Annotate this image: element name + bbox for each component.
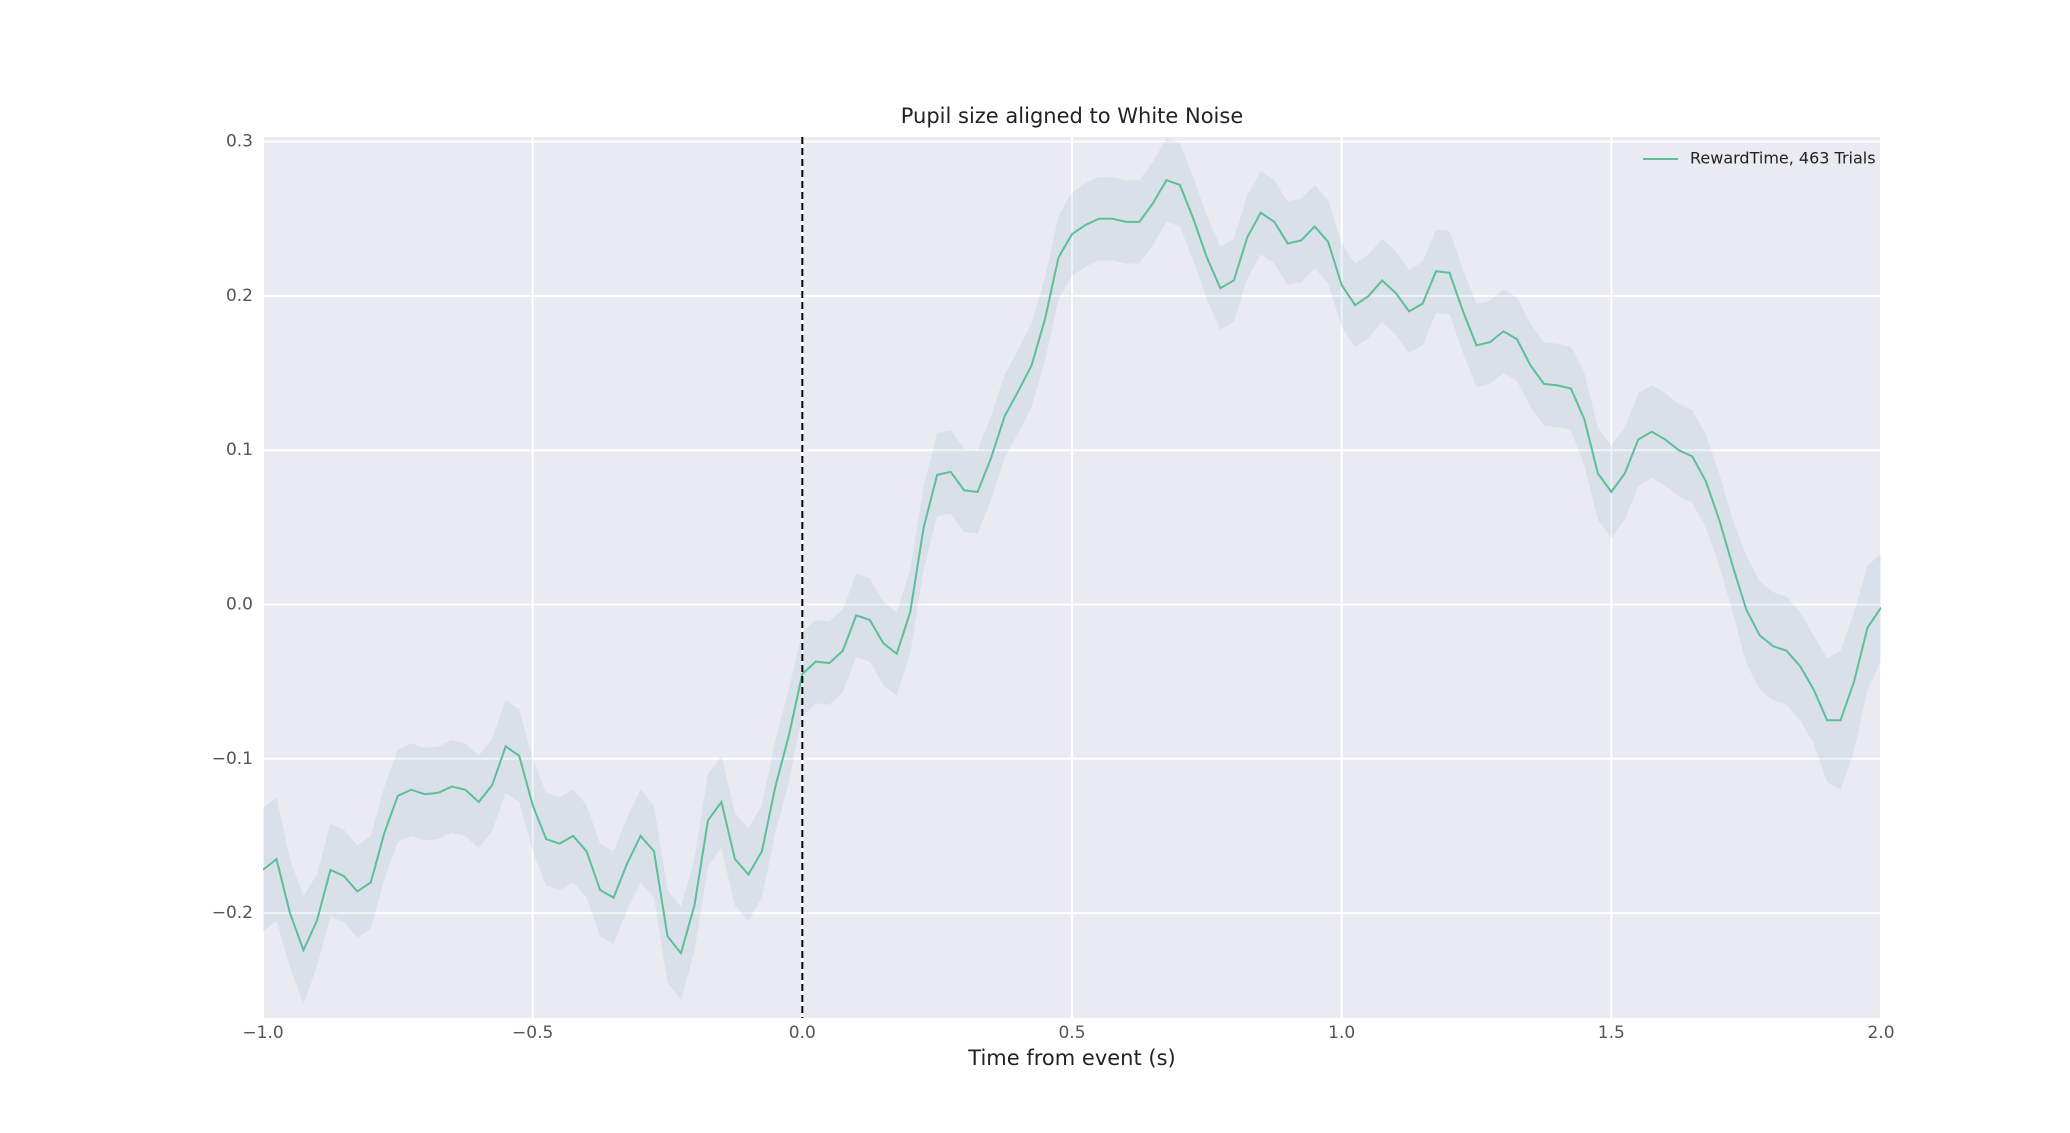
- chart-title: Pupil size aligned to White Noise: [901, 104, 1244, 128]
- marks: [263, 138, 1881, 1005]
- x-tick-label: 2.0: [1867, 1023, 1894, 1043]
- y-tick-label: 0.1: [226, 440, 253, 460]
- y-tick-label: 0.0: [226, 595, 253, 615]
- y-tick-label: −0.1: [212, 749, 253, 769]
- y-tick-label: 0.2: [226, 286, 253, 306]
- x-axis-label: Time from event (s): [967, 1046, 1175, 1070]
- legend-label: RewardTime, 463 Trials: [1690, 149, 1876, 168]
- y-tick-label: 0.3: [226, 132, 253, 152]
- x-tick-label: 1.0: [1328, 1023, 1355, 1043]
- y-tick-label: −0.2: [212, 903, 253, 923]
- error-band: [263, 138, 1881, 1005]
- x-tick-label: 0.5: [1058, 1023, 1085, 1043]
- x-tick-label: −1.0: [242, 1023, 283, 1043]
- x-tick-label: 0.0: [789, 1023, 816, 1043]
- x-tick-label: 1.5: [1598, 1023, 1625, 1043]
- x-tick-label: −0.5: [512, 1023, 553, 1043]
- line: [263, 178, 1881, 956]
